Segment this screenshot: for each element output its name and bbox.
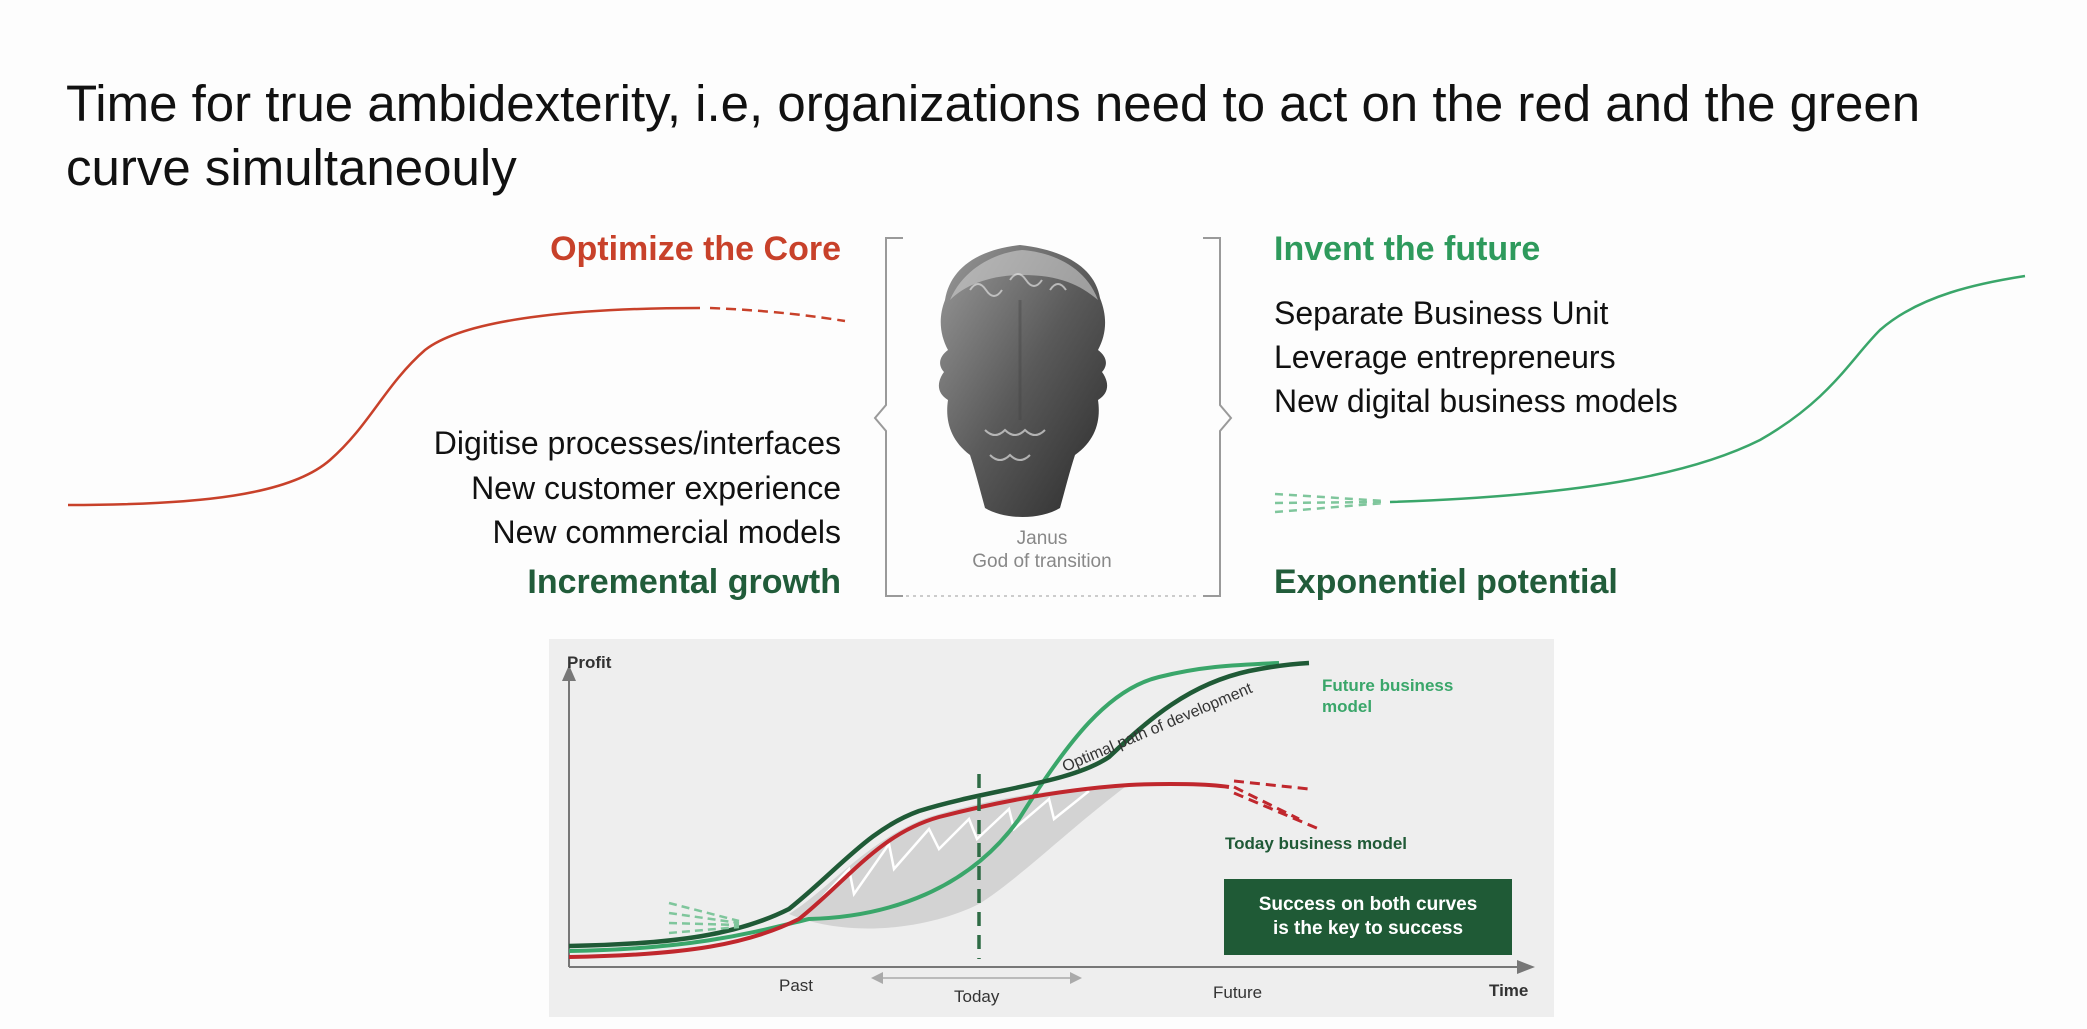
future-model-label-line2: model xyxy=(1322,697,1372,716)
success-callout: Success on both curves is the key to suc… xyxy=(1224,879,1512,955)
y-axis-arrow xyxy=(562,665,576,681)
janus-caption: Janus God of transition xyxy=(930,527,1154,573)
incremental-growth-label: Incremental growth xyxy=(527,563,841,601)
future-model-label-line1: Future business xyxy=(1322,676,1453,695)
optimal-path-curve xyxy=(568,660,1310,949)
curves-chart: Profit Time Past Today Future Optimal pa… xyxy=(562,653,1535,1006)
y-axis-label: Profit xyxy=(567,653,612,672)
core-s-curve-dashed xyxy=(709,306,846,323)
core-item-digitise: Digitise processes/interfaces xyxy=(433,425,841,461)
future-item-business-unit: Separate Business Unit xyxy=(1274,295,1609,331)
today-model-label: Today business model xyxy=(1225,834,1407,853)
x-tick-today: Today xyxy=(954,987,1000,1006)
future-model-curve xyxy=(568,661,1280,953)
optimal-path-label: Optimal path of development xyxy=(1060,680,1255,776)
future-heading: Invent the future xyxy=(1274,230,1541,268)
future-item-digital-models: New digital business models xyxy=(1274,383,1678,419)
future-exponential-curve xyxy=(1389,274,2026,504)
janus-bracket-frame xyxy=(873,237,1233,597)
x-axis-arrow xyxy=(1517,960,1535,974)
x-tick-future: Future xyxy=(1213,983,1262,1002)
core-item-customer-experience: New customer experience xyxy=(471,470,841,506)
core-s-curve xyxy=(67,306,701,507)
x-tick-past: Past xyxy=(779,976,813,995)
today-model-curve xyxy=(568,781,1230,959)
success-line2: is the key to success xyxy=(1272,918,1464,939)
future-dashed-start-lines xyxy=(1274,492,1386,514)
janus-bust-icon xyxy=(938,245,1108,517)
slide-title: Time for true ambidexterity, i.e, organi… xyxy=(66,75,1921,196)
gap-shading xyxy=(789,784,1129,929)
future-item-entrepreneurs: Leverage entrepreneurs xyxy=(1274,339,1616,375)
today-model-dashed-lines xyxy=(1233,779,1320,831)
gap-zigzag xyxy=(818,790,1090,902)
x-axis-label: Time xyxy=(1489,981,1528,1000)
core-heading: Optimize the Core xyxy=(550,230,841,268)
success-line1: Success on both curves xyxy=(1258,894,1478,915)
core-item-commercial-models: New commercial models xyxy=(492,514,841,550)
exponential-potential-label: Exponentiel potential xyxy=(1274,563,1618,601)
janus-caption-role: God of transition xyxy=(972,551,1112,572)
janus-caption-name: Janus xyxy=(1016,528,1068,549)
chart-dashed-start-lines xyxy=(668,901,740,935)
curves-chart-panel: Profit Time Past Today Future Optimal pa… xyxy=(549,639,1554,1017)
